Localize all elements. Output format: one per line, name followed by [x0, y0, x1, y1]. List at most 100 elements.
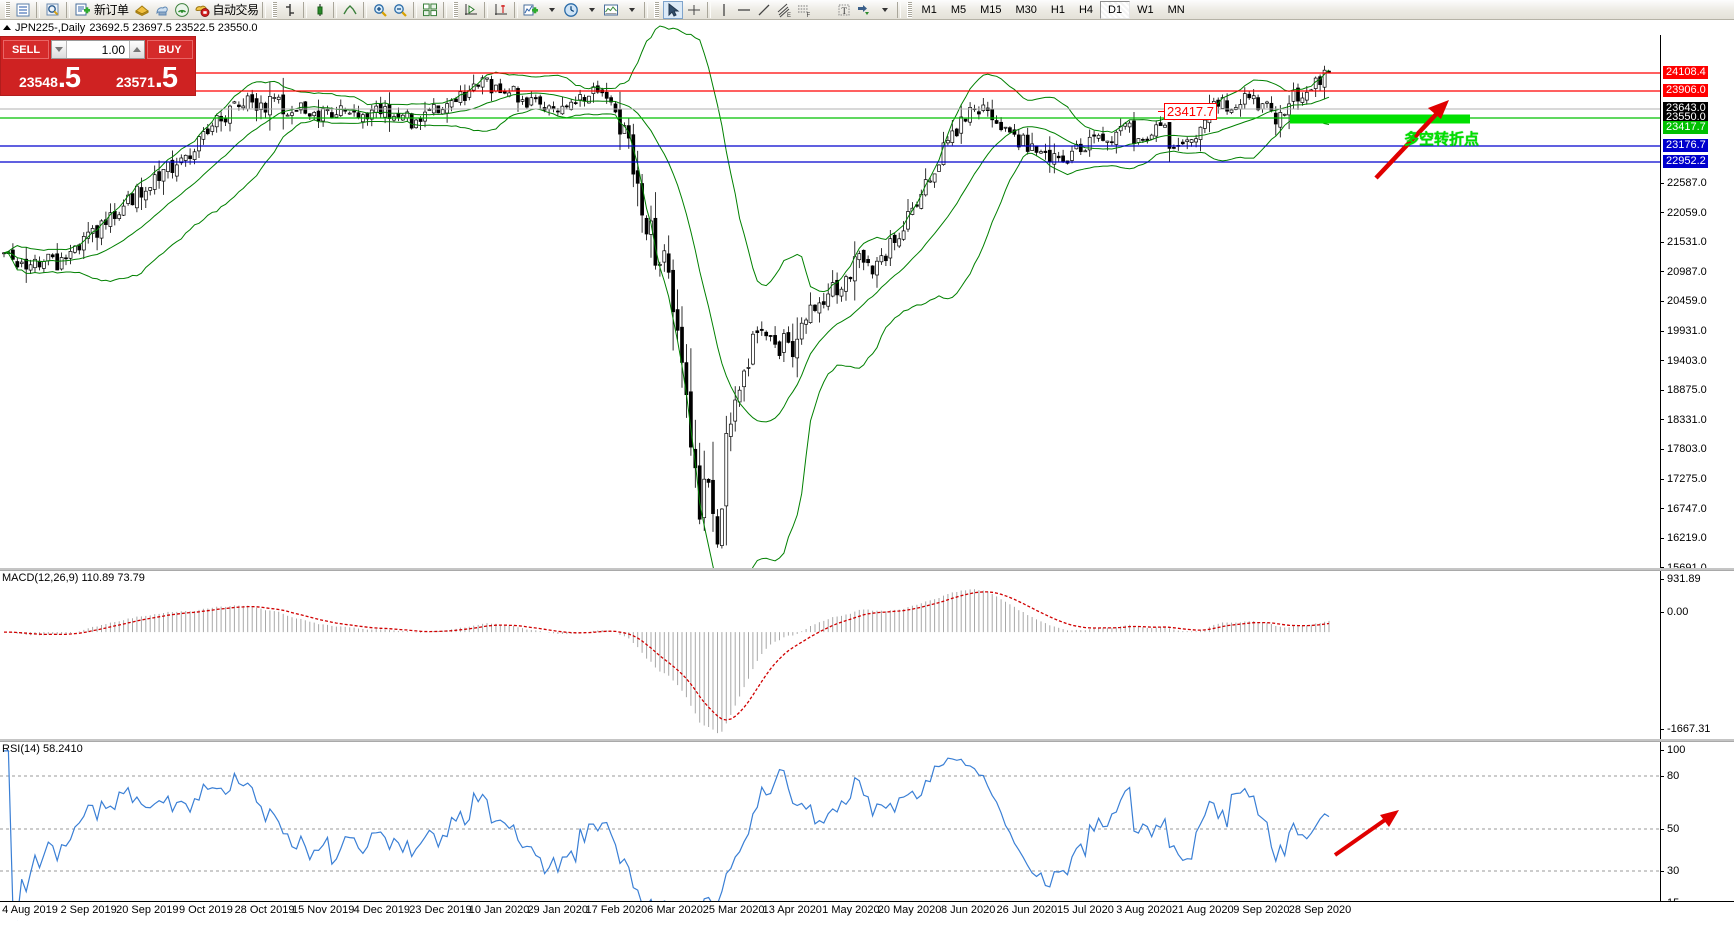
- toolbar-separator: [896, 1, 901, 18]
- buy-price[interactable]: 23571.5: [100, 61, 193, 93]
- toolbar-grip[interactable]: [906, 1, 912, 18]
- symbol-expand-icon[interactable]: [3, 25, 11, 30]
- price-pane[interactable]: 23417.7 多空转折点 22587.0 22059.0 21531.0 20987…: [0, 25, 1734, 602]
- price-axis[interactable]: 22587.0 22059.0 21531.0 20987.0 20459.0 19931…: [1660, 35, 1734, 574]
- equidistant-channel-icon[interactable]: E: [775, 1, 793, 19]
- toolbar-grip[interactable]: [271, 1, 277, 18]
- rsi-axis[interactable]: 100 80 50 30 15: [1660, 742, 1734, 920]
- pane-separator-macd[interactable]: [0, 568, 1734, 571]
- price-tick: 16747.0: [1661, 503, 1707, 515]
- autotrading-icon[interactable]: [193, 1, 211, 19]
- price-tick: 19403.0: [1661, 355, 1707, 367]
- buy-button[interactable]: BUY: [147, 40, 193, 59]
- arrows-shapes-icon[interactable]: [855, 1, 873, 19]
- line-chart-icon[interactable]: [341, 1, 359, 19]
- metaeditor-icon[interactable]: [153, 1, 171, 19]
- templates-dropdown-icon[interactable]: [622, 1, 640, 19]
- signals-icon[interactable]: [173, 1, 191, 19]
- chart-area[interactable]: 23417.7 多空转折点 22587.0 22059.0 21531.0 20987…: [0, 25, 1734, 921]
- volume-value[interactable]: 1.00: [67, 41, 129, 58]
- toolbar-separator: [66, 1, 70, 18]
- autotrading-label[interactable]: 自动交易: [212, 3, 260, 17]
- sell-price[interactable]: 23548.5: [3, 61, 96, 93]
- candlestick-series: [2, 65, 1331, 549]
- timeframe-w1[interactable]: W1: [1137, 3, 1154, 16]
- price-tag-annotation[interactable]: 23417.7: [1158, 103, 1217, 120]
- new-order-label[interactable]: 新订单: [94, 3, 129, 17]
- chart-shift-icon[interactable]: [492, 1, 510, 19]
- toolbar-separator: [261, 1, 266, 18]
- price-tick: 21531.0: [1661, 236, 1707, 248]
- rsi-up-arrow-annotation[interactable]: [1333, 810, 1399, 857]
- timeframe-m5[interactable]: M5: [950, 3, 967, 16]
- horizontal-line-icon[interactable]: [735, 1, 753, 19]
- zoom-in-icon[interactable]: [371, 1, 389, 19]
- price-tag-22952-2[interactable]: 22952.2: [1663, 155, 1708, 168]
- price-tag-23176-7[interactable]: 23176.7: [1663, 139, 1708, 152]
- price-chart-canvas: [0, 25, 1660, 602]
- price-tick: 17275.0: [1661, 473, 1707, 485]
- toolbar-separator: [332, 1, 337, 18]
- periods-dropdown-icon[interactable]: [582, 1, 600, 19]
- price-tag-23550-0[interactable]: 23550.0: [1663, 111, 1708, 124]
- cursor-arrow-icon[interactable]: [662, 0, 683, 19]
- bar-chart-icon[interactable]: [281, 1, 299, 19]
- tile-windows-icon[interactable]: [421, 1, 439, 19]
- add-indicator-icon[interactable]: [522, 1, 540, 19]
- timeframe-h4[interactable]: H4: [1078, 3, 1094, 16]
- macd-pane[interactable]: MACD(12,26,9) 110.89 73.79 931.89 0.00 -…: [0, 571, 1734, 739]
- toolbar-separator: [442, 1, 447, 18]
- candlestick-chart-icon[interactable]: [311, 1, 329, 19]
- arrows-dropdown-icon[interactable]: [875, 1, 893, 19]
- periods-clock-icon[interactable]: [562, 1, 580, 19]
- timeframe-d1[interactable]: D1: [1100, 0, 1131, 19]
- timeframe-mn[interactable]: MN: [1167, 3, 1185, 16]
- timeframe-m30[interactable]: M30: [1015, 3, 1037, 16]
- date-tick: 10 Jan 2020: [468, 904, 530, 916]
- sell-button[interactable]: SELL: [3, 40, 49, 59]
- price-tick: 22059.0: [1661, 207, 1707, 219]
- price-tag-23417-7[interactable]: 23417.7: [1663, 121, 1708, 134]
- macd-canvas: [4, 589, 1330, 734]
- up-arrow-annotation[interactable]: [1374, 100, 1449, 180]
- vertical-line-icon[interactable]: [715, 1, 733, 19]
- list-icon[interactable]: [14, 1, 32, 19]
- trendline-icon[interactable]: [755, 1, 773, 19]
- price-tag-24108-4[interactable]: 24108.4: [1663, 66, 1708, 79]
- magnifier-search-icon[interactable]: [44, 1, 62, 19]
- date-tick: 15 Nov 2019: [291, 904, 355, 916]
- new-order-icon[interactable]: [74, 1, 92, 19]
- one-click-trading-panel[interactable]: SELL 1.00 BUY 23548.5 23571.5: [0, 36, 196, 96]
- text-label-icon[interactable]: T: [835, 1, 853, 19]
- auto-scroll-icon[interactable]: [462, 1, 480, 19]
- date-tick: 20 May 2020: [877, 904, 942, 916]
- crosshair-icon[interactable]: [685, 1, 703, 19]
- bollinger-upper-band: [3, 25, 1330, 293]
- fibonacci-retracement-icon[interactable]: F: [795, 1, 813, 19]
- buy-price-main: 23571: [115, 74, 155, 90]
- date-axis[interactable]: 4 Aug 2019 2 Sep 2019 20 Sep 2019 9 Oct 201…: [0, 901, 1734, 920]
- templates-icon[interactable]: [602, 1, 620, 19]
- timeframe-h1[interactable]: H1: [1050, 3, 1065, 16]
- price-tick: 17803.0: [1661, 443, 1707, 455]
- pane-separator-rsi[interactable]: [0, 739, 1734, 742]
- mql5-community-icon[interactable]: [133, 1, 151, 19]
- toolbar-grip[interactable]: [5, 1, 10, 18]
- toolbar-grip[interactable]: [452, 1, 458, 18]
- price-tag-23906-0[interactable]: 23906.0: [1663, 84, 1708, 97]
- timeframe-m1[interactable]: M1: [921, 3, 937, 16]
- toolbar-grip[interactable]: [653, 1, 659, 18]
- timeframe-m15[interactable]: M15: [980, 3, 1002, 16]
- date-tick: 28 Sep 2020: [1288, 904, 1352, 916]
- macd-axis[interactable]: 931.89 0.00 -1667.31: [1660, 571, 1734, 739]
- date-tick: 1 May 2020: [822, 904, 880, 916]
- chinese-text-annotation[interactable]: 多空转折点: [1404, 130, 1480, 148]
- add-indicator-dropdown-icon[interactable]: [542, 1, 560, 19]
- volume-decrement-icon[interactable]: [52, 41, 67, 58]
- volume-increment-icon[interactable]: [129, 41, 144, 58]
- volume-stepper[interactable]: 1.00: [51, 40, 145, 59]
- rsi-pane[interactable]: RSI(14) 58.2410 100 80 50 30 15: [0, 742, 1734, 921]
- zoom-out-icon[interactable]: [391, 1, 409, 19]
- bollinger-middle-band: [3, 92, 1330, 423]
- text-icon[interactable]: [815, 1, 833, 19]
